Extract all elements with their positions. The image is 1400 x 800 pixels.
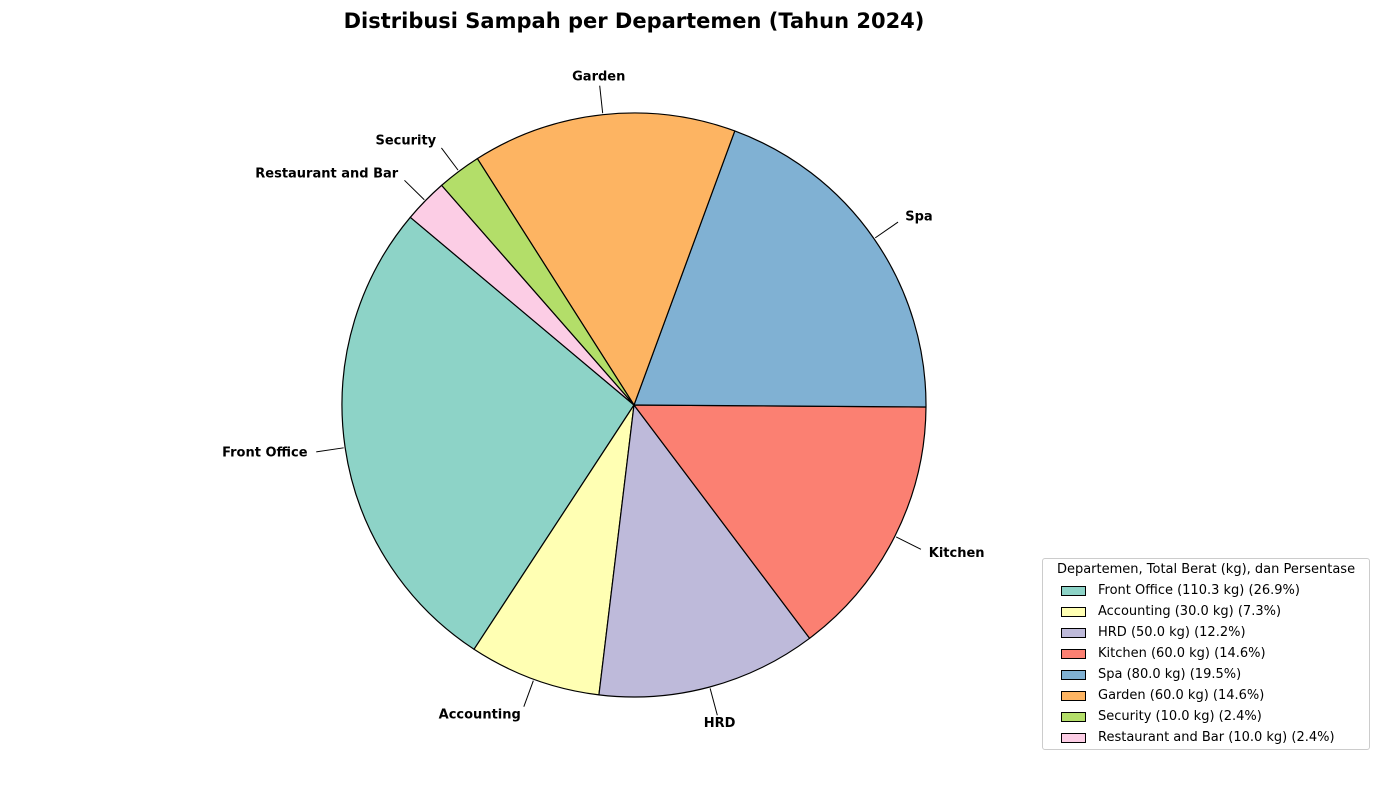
legend-label: Restaurant and Bar (10.0 kg) (2.4%) <box>1098 730 1335 745</box>
pie-slice-accounting <box>473 404 635 696</box>
leader-line-restaurant-and-bar <box>404 179 425 201</box>
leader-line-accounting <box>523 680 534 707</box>
leader-line-front-office <box>316 447 344 453</box>
pie-slice-restaurant-and-bar <box>409 184 635 406</box>
legend-swatch <box>1061 648 1086 659</box>
legend-swatch <box>1061 585 1086 596</box>
chart-title: Distribusi Sampah per Departemen (Tahun … <box>343 9 925 33</box>
legend-entry-spa: Spa (80.0 kg) (19.5%) <box>1049 664 1363 685</box>
legend-swatch <box>1061 606 1086 617</box>
legend-label: Spa (80.0 kg) (19.5%) <box>1098 667 1242 682</box>
pie-slice-spa <box>633 130 927 408</box>
legend-entry-front-office: Front Office (110.3 kg) (26.9%) <box>1049 580 1363 601</box>
slice-label-accounting: Accounting <box>439 707 521 722</box>
pie-slice-front-office <box>341 216 635 650</box>
leader-lines <box>316 85 922 716</box>
leader-line-spa <box>874 221 899 239</box>
slice-label-front-office: Front Office <box>222 446 308 461</box>
slice-label-restaurant-and-bar: Restaurant and Bar <box>255 167 399 182</box>
legend-entry-garden: Garden (60.0 kg) (14.6%) <box>1049 685 1363 706</box>
slice-label-garden: Garden <box>572 69 625 84</box>
legend-entry-hrd: HRD (50.0 kg) (12.2%) <box>1049 622 1363 643</box>
leader-line-hrd <box>709 688 718 716</box>
leader-line-security <box>441 147 459 171</box>
legend: Departemen, Total Berat (kg), dan Persen… <box>1042 558 1370 750</box>
legend-entry-restaurant-and-bar: Restaurant and Bar (10.0 kg) (2.4%) <box>1049 727 1363 748</box>
legend-entry-accounting: Accounting (30.0 kg) (7.3%) <box>1049 601 1363 622</box>
slice-label-hrd: HRD <box>704 716 736 731</box>
legend-label: Garden (60.0 kg) (14.6%) <box>1098 688 1265 703</box>
pie-slice-garden <box>476 112 736 406</box>
legend-entry-security: Security (10.0 kg) (2.4%) <box>1049 706 1363 727</box>
legend-title: Departemen, Total Berat (kg), dan Persen… <box>1056 562 1356 577</box>
pie-slices <box>341 112 927 698</box>
legend-entry-kitchen: Kitchen (60.0 kg) (14.6%) <box>1049 643 1363 664</box>
slice-label-kitchen: Kitchen <box>929 546 985 561</box>
legend-label: HRD (50.0 kg) (12.2%) <box>1098 625 1246 640</box>
leader-line-garden <box>599 85 604 114</box>
legend-swatch <box>1061 711 1086 722</box>
legend-label: Security (10.0 kg) (2.4%) <box>1098 709 1262 724</box>
legend-label: Accounting (30.0 kg) (7.3%) <box>1098 604 1282 619</box>
pie-slice-kitchen <box>633 404 927 639</box>
slice-labels: Front Office Accounting HRD Kitchen Spa Garde… <box>222 69 984 731</box>
legend-label: Front Office (110.3 kg) (26.9%) <box>1098 583 1300 598</box>
slice-label-spa: Spa <box>905 210 932 225</box>
pie-slice-hrd <box>598 404 811 698</box>
slice-label-security: Security <box>375 133 436 148</box>
legend-swatch <box>1061 690 1086 701</box>
leader-line-kitchen <box>895 536 922 550</box>
legend-swatch <box>1061 732 1086 743</box>
legend-entries: Front Office (110.3 kg) (26.9%) Accountin… <box>1049 580 1363 748</box>
legend-swatch <box>1061 669 1086 680</box>
legend-label: Kitchen (60.0 kg) (14.6%) <box>1098 646 1266 661</box>
legend-swatch <box>1061 627 1086 638</box>
